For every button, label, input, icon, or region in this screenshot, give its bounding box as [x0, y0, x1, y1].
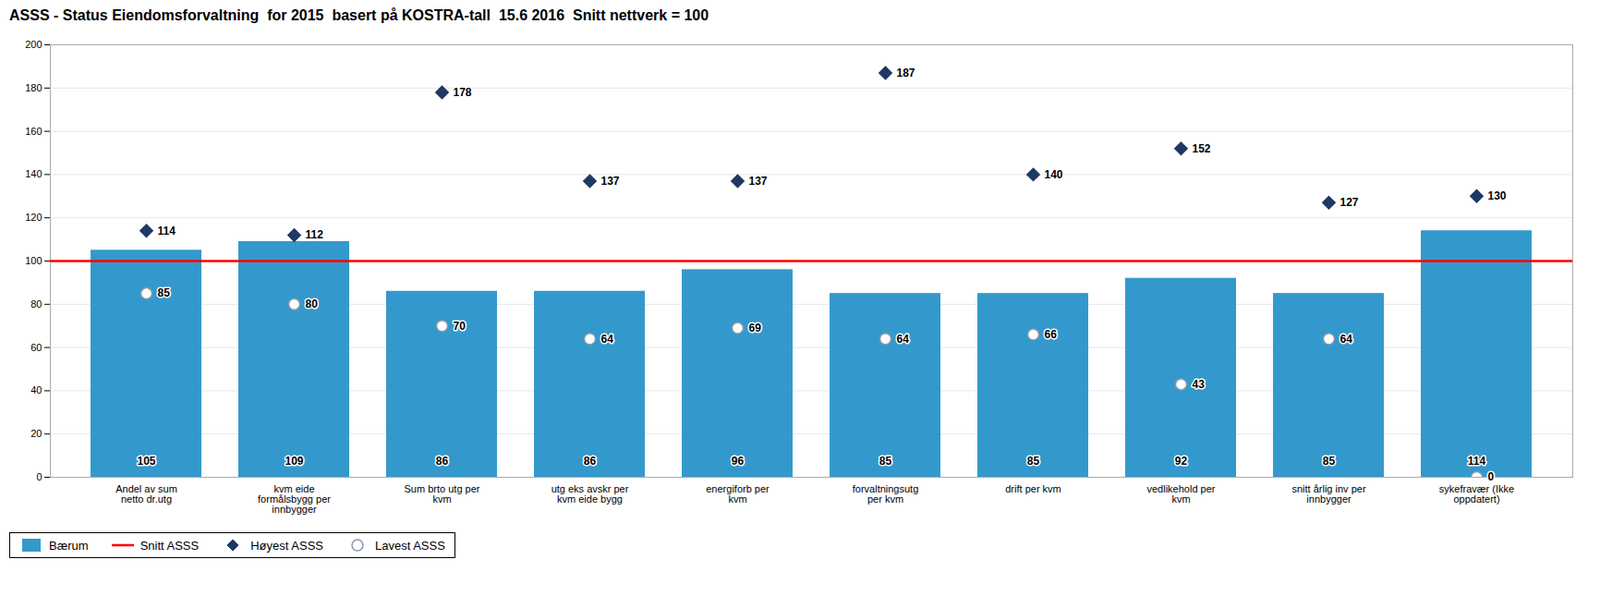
svg-text:80: 80: [305, 297, 319, 311]
svg-text:140: 140: [1044, 168, 1064, 182]
html-text:Lavest ASSS: Lavest ASSS: [375, 538, 446, 552]
svg-text:152: 152: [1192, 142, 1212, 156]
svg-text:86: 86: [436, 454, 449, 468]
svg-text:64: 64: [601, 332, 615, 346]
svg-text:drift per kvm: drift per kvm: [1005, 483, 1062, 495]
svg-text:64: 64: [896, 332, 910, 346]
html-text:Snitt ASSS: Snitt ASSS: [140, 538, 199, 552]
svg-text:85: 85: [1027, 454, 1041, 468]
svg-text:Andel av sumnetto dr.utg: Andel av sumnetto dr.utg: [115, 483, 178, 505]
svg-text:200: 200: [24, 38, 42, 50]
svg-text:85: 85: [879, 454, 893, 468]
svg-text:114: 114: [157, 224, 177, 238]
svg-text:70: 70: [453, 319, 467, 333]
svg-text:60: 60: [30, 341, 42, 353]
svg-text:127: 127: [1340, 195, 1359, 209]
html-text:Bærum: Bærum: [48, 538, 89, 552]
svg-text:kvm eideformålsbygg perinnbygg: kvm eideformålsbygg perinnbygger: [257, 483, 331, 515]
svg-text:137: 137: [749, 174, 768, 188]
svg-text:20: 20: [30, 427, 42, 439]
svg-text:178: 178: [453, 85, 473, 99]
svg-text:0: 0: [1488, 470, 1495, 484]
svg-text:100: 100: [24, 254, 42, 267]
svg-text:utg eks avskr perkvm eide bygg: utg eks avskr perkvm eide bygg: [551, 483, 630, 505]
svg-text:vedlikehold perkvm: vedlikehold perkvm: [1147, 483, 1216, 505]
svg-text:137: 137: [601, 174, 620, 188]
svg-text:69: 69: [749, 321, 763, 335]
svg-text:96: 96: [731, 454, 745, 468]
svg-text:114: 114: [1467, 454, 1487, 468]
html-text:Høyest ASSS: Høyest ASSS: [250, 538, 324, 552]
svg-text:86: 86: [583, 454, 597, 468]
svg-text:85: 85: [1322, 454, 1336, 468]
svg-text:140: 140: [24, 168, 42, 180]
svg-text:40: 40: [30, 384, 42, 396]
svg-text:180: 180: [24, 82, 42, 94]
svg-text:120: 120: [24, 211, 42, 223]
svg-text:80: 80: [30, 298, 42, 310]
svg-text:sykefravær (Ikkeoppdatert): sykefravær (Ikkeoppdatert): [1439, 483, 1515, 505]
svg-text:43: 43: [1192, 377, 1206, 391]
svg-text:forvaltningsutgper kvm: forvaltningsutgper kvm: [852, 483, 920, 505]
svg-text:130: 130: [1488, 189, 1507, 203]
svg-text:187: 187: [896, 66, 916, 80]
svg-text:64: 64: [1340, 332, 1354, 346]
svg-text:112: 112: [305, 228, 325, 242]
svg-text:92: 92: [1175, 454, 1188, 468]
svg-text:109: 109: [284, 454, 304, 468]
svg-text:snitt årlig inv perinnbygger: snitt årlig inv perinnbygger: [1291, 483, 1366, 505]
svg-text:66: 66: [1044, 327, 1058, 341]
svg-text:85: 85: [157, 286, 171, 300]
svg-text:0: 0: [36, 471, 42, 483]
html-text:ASSS - Status Eiendomsforvaltn: ASSS - Status Eiendomsforvaltning for 20…: [9, 7, 709, 24]
svg-text:160: 160: [24, 125, 42, 137]
svg-text:105: 105: [136, 454, 156, 468]
svg-text:energiforb perkvm: energiforb perkvm: [705, 483, 770, 505]
svg-text:Sum brto utg perkvm: Sum brto utg perkvm: [404, 483, 481, 505]
